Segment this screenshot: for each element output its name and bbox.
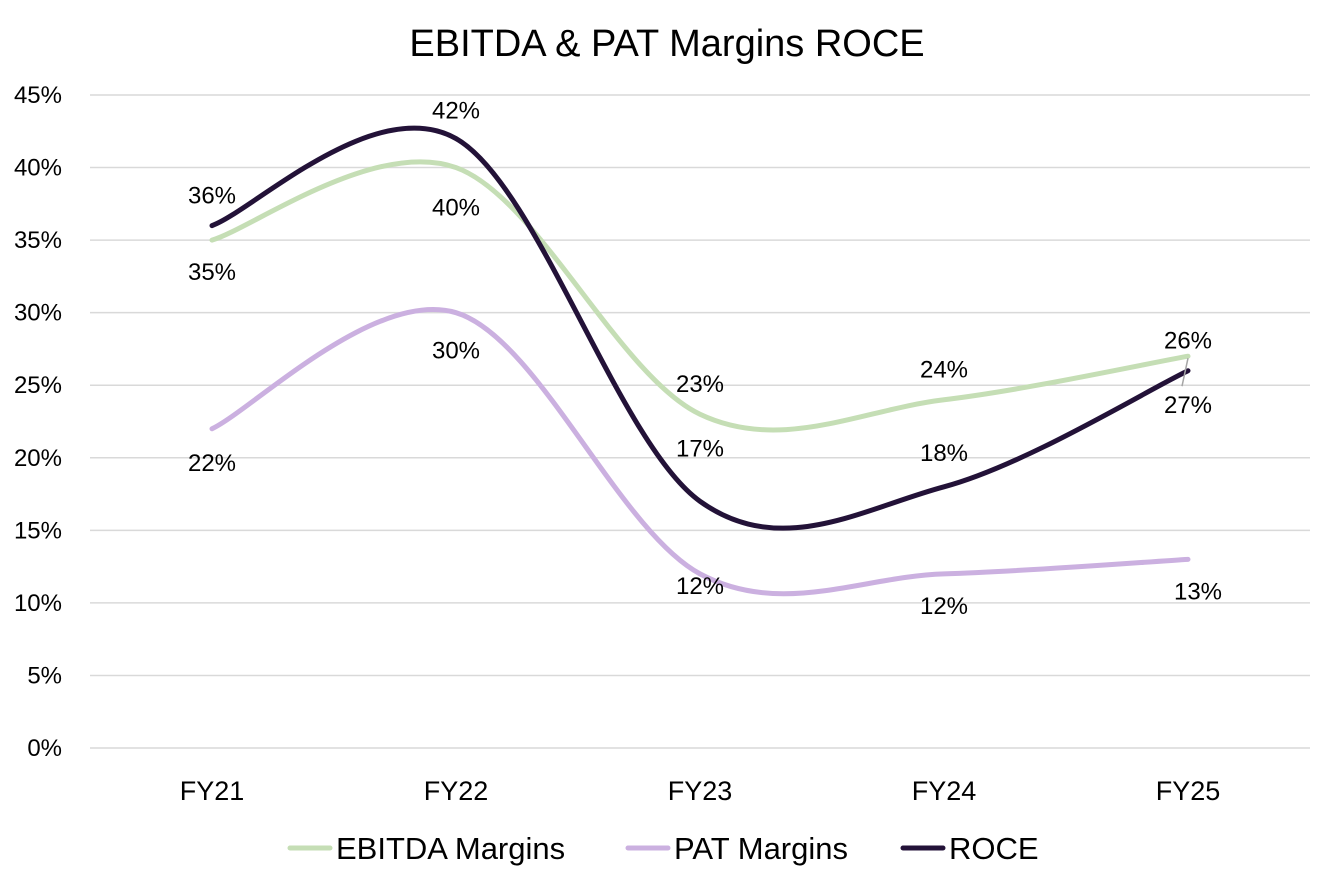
data-label: 17% [676,435,724,462]
y-tick-label: 5% [27,662,62,689]
data-label: 36% [188,183,236,210]
data-label: 30% [432,338,480,365]
gridlines [90,94,1310,749]
data-label: 18% [920,440,968,467]
data-label: 12% [676,573,724,600]
data-label: 40% [432,195,480,222]
x-tick-label: FY23 [668,776,733,806]
legend-label: EBITDA Margins [336,831,565,866]
y-tick-label: 20% [14,445,62,472]
data-label: 27% [1164,392,1212,419]
x-axis-ticks: FY21 FY22 FY23 FY24 FY25 [180,776,1221,806]
data-label: 12% [920,593,968,620]
y-tick-label: 0% [27,735,62,762]
data-label: 24% [920,357,968,384]
x-tick-label: FY25 [1156,776,1221,806]
y-tick-label: 35% [14,227,62,254]
label-leader-line [1181,358,1189,387]
series-line-roce [209,125,1191,531]
legend-label: PAT Margins [674,831,848,866]
data-label: 23% [676,371,724,398]
data-label: 22% [188,450,236,477]
data-label: 26% [1164,328,1212,355]
data-labels: 35% 40% 23% 24% 27% 22% 30% 12% 12% 13% 36% 42% 17% 1… [188,98,1222,620]
y-tick-label: 30% [14,300,62,327]
series-line-ebitda-margins [209,159,1191,433]
y-tick-label: 45% [14,82,62,109]
y-tick-label: 10% [14,590,62,617]
y-tick-label: 25% [14,372,62,399]
legend-label: ROCE [949,831,1039,866]
data-label: 13% [1174,578,1222,605]
series-lines [209,125,1191,597]
y-tick-label: 15% [14,517,62,544]
data-label: 35% [188,259,236,286]
series-line-pat-margins [209,307,1191,597]
y-axis-ticks: 0% 5% 10% 15% 20% 25% 30% 35% 40% 45% [14,82,62,762]
legend: EBITDA Margins PAT Margins ROCE [287,831,1039,866]
y-tick-label: 40% [14,155,62,182]
data-label: 42% [432,98,480,125]
chart-title: EBITDA & PAT Margins ROCE [409,23,924,65]
x-tick-label: FY21 [180,776,245,806]
x-tick-label: FY24 [912,776,977,806]
x-tick-label: FY22 [424,776,489,806]
